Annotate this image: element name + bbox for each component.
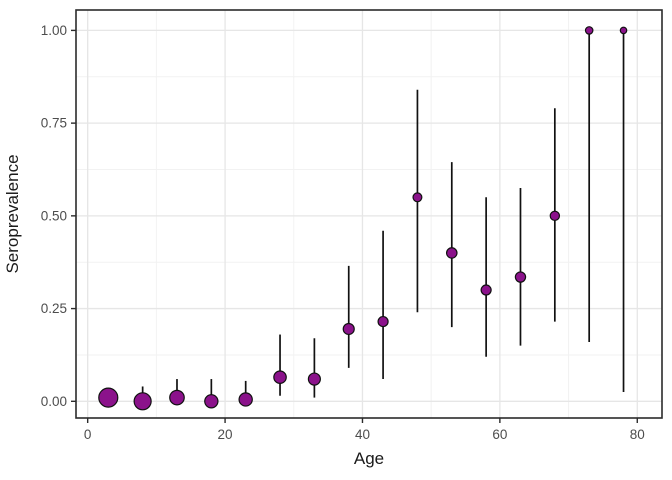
data-point-age-53 (445, 247, 458, 259)
data-point-age-38 (342, 322, 355, 336)
y-tick-label-0.50: 0.50 (41, 208, 67, 223)
y-tick-label-0.00: 0.00 (41, 394, 67, 409)
y-tick-label-0.25: 0.25 (41, 301, 67, 316)
data-point-age-73 (584, 26, 594, 35)
data-point-age-58 (480, 284, 492, 296)
x-tick-label-20: 20 (218, 427, 233, 442)
x-tick-label-60: 60 (492, 427, 507, 442)
plot-area: 0 20 40 60 80 0.00 0.25 0.50 0.75 1.00 (41, 9, 663, 442)
x-tick-label-0: 0 (84, 427, 92, 442)
x-tick-label-40: 40 (355, 427, 370, 442)
x-axis-title: Age (354, 449, 384, 468)
data-point-age-28 (273, 370, 287, 384)
data-point-age-48 (412, 192, 423, 203)
data-point-age-33 (307, 372, 321, 386)
data-point-age-13 (169, 389, 185, 406)
data-point-age-23 (238, 392, 253, 407)
data-point-age-3 (98, 387, 119, 408)
y-axis-title: Seroprevalence (3, 154, 22, 273)
y-tick-label-1.00: 1.00 (41, 23, 67, 38)
y-tick-label-0.75: 0.75 (41, 116, 67, 131)
data-point-age-43 (377, 315, 389, 328)
x-tick-label-80: 80 (630, 427, 645, 442)
panel-border (75, 9, 663, 419)
data-point-age-78 (619, 26, 628, 35)
data-point-age-8 (133, 392, 152, 411)
data-point-age-68 (549, 210, 561, 222)
data-point-age-63 (514, 271, 527, 283)
data-point-age-18 (204, 394, 219, 409)
